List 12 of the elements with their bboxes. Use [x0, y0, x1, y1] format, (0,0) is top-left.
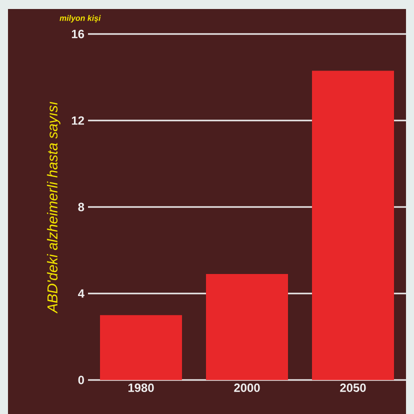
bar	[206, 274, 288, 380]
y-tick-label: 8	[78, 202, 84, 212]
bar	[312, 70, 394, 380]
y-tick-label: 0	[78, 376, 84, 384]
x-tick-label: 2050	[340, 384, 366, 392]
y-tick-label: 12	[72, 116, 84, 125]
x-tick-label: 1980	[128, 384, 154, 392]
y-tick-label: 16	[72, 30, 84, 38]
x-tick-label: 2000	[234, 384, 260, 392]
y-tick-label: 4	[78, 289, 84, 298]
y-axis-title: ABD'deki alzheimerli hasta sayısı	[46, 102, 60, 314]
bar	[100, 315, 182, 380]
